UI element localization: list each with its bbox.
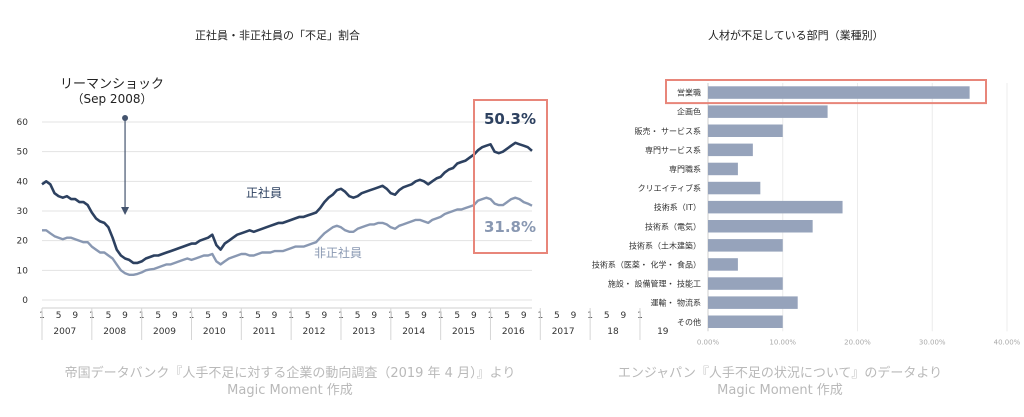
x-tick-label: 5 (405, 311, 411, 321)
y-tick-label: 10 (17, 266, 29, 276)
line-chart: 0102030405060159159159159159159159159159… (17, 77, 669, 340)
category-label: 技術系（土木建築） (629, 240, 701, 250)
annotation-arrowhead (121, 207, 130, 215)
annotation-line2: （Sep 2008） (72, 92, 153, 106)
x-tick-label: 9 (371, 311, 377, 321)
x-tick-label: 9 (272, 311, 278, 321)
category-label: 営業職 (677, 88, 701, 98)
bar-chart-source: エンジャパン『人手不足の状況について』のデータより Magic Moment 作… (560, 365, 1000, 399)
y-tick-label: 30 (17, 207, 29, 217)
bar (708, 315, 783, 328)
category-label: 販売・ サービス系 (634, 126, 701, 136)
year-label: 2016 (502, 327, 525, 337)
bar (708, 105, 828, 118)
y-tick-label: 20 (17, 237, 29, 247)
highlight-box (665, 79, 987, 105)
y-tick-label: 50 (17, 148, 29, 158)
x-tick-label: 9 (521, 311, 527, 321)
x-tick-label: 5 (355, 311, 361, 321)
bar (708, 220, 813, 233)
bar (708, 296, 798, 309)
x-tick-label: 9 (222, 311, 228, 321)
bar (708, 258, 738, 271)
year-label: 2010 (203, 327, 226, 337)
bar-chart-source-line2: Magic Moment 作成 (717, 383, 843, 398)
x-tick-label: 40.00% (994, 338, 1021, 346)
x-tick-label: 5 (554, 311, 560, 321)
category-label: クリエイティブ系 (638, 183, 701, 193)
year-label: 2017 (552, 327, 575, 337)
x-tick-label: 5 (255, 311, 261, 321)
line-chart-title: 正社員・非正社員の「不足」割合 (195, 29, 360, 42)
year-label: 2012 (303, 327, 326, 337)
category-label: 施設・ 設備管理・ 技能工 (608, 279, 701, 289)
x-tick-label: 5 (106, 311, 112, 321)
year-label: 2009 (153, 327, 176, 337)
x-tick-label: 5 (205, 311, 211, 321)
x-tick-label: 5 (454, 311, 460, 321)
x-tick-label: 30.00% (919, 338, 946, 346)
category-label: 技術系（IT） (654, 202, 701, 212)
x-tick-label: 9 (571, 311, 577, 321)
line-chart-source-line2: Magic Moment 作成 (227, 383, 353, 398)
annotation-line1: リーマンショック (60, 77, 164, 92)
category-label: 運輸・ 物流系 (650, 298, 701, 308)
y-tick-label: 60 (17, 118, 29, 128)
x-tick-label: 9 (172, 311, 178, 321)
y-tick-label: 40 (17, 177, 29, 187)
series-line-hiseishain (42, 196, 533, 276)
x-tick-label: 9 (72, 311, 78, 321)
x-tick-label: 9 (322, 311, 328, 321)
bar (708, 200, 843, 214)
x-tick-label: 9 (620, 311, 626, 321)
x-tick-label: 10.00% (769, 338, 796, 346)
x-tick-label: 5 (604, 311, 610, 321)
year-label: 2008 (103, 327, 126, 337)
x-tick-label: 5 (305, 311, 311, 321)
bar (708, 143, 753, 157)
category-label: 企画色 (677, 107, 701, 117)
year-label: 19 (657, 327, 669, 337)
bar (708, 124, 783, 137)
x-tick-label: 9 (421, 311, 427, 321)
bar (708, 181, 761, 195)
series-label-seishain: 正社員 (246, 185, 282, 200)
year-label: 2007 (53, 327, 76, 337)
bar (708, 277, 783, 290)
end-value-hiseishain: 31.8% (484, 218, 536, 236)
y-tick-label: 0 (22, 296, 28, 306)
x-tick-label: 5 (56, 311, 62, 321)
bar (708, 162, 738, 176)
category-label: その他 (677, 317, 701, 327)
x-tick-label: 20.00% (844, 338, 871, 346)
category-label: 専門サービス系 (645, 145, 701, 155)
year-label: 18 (607, 327, 619, 337)
x-tick-label: 5 (504, 311, 510, 321)
category-label: 専門職系 (669, 164, 701, 174)
bar-chart-source-line1: エンジャパン『人手不足の状況について』のデータより (617, 366, 943, 381)
x-tick-label: 9 (122, 311, 128, 321)
year-label: 2011 (253, 327, 276, 337)
year-label: 2013 (352, 327, 375, 337)
category-label: 技術系（医薬・ 化学・ 食品） (592, 259, 701, 269)
year-label: 2014 (402, 327, 425, 337)
series-label-hiseishain: 非正社員 (314, 245, 362, 260)
highlight-box (473, 99, 548, 254)
end-value-seishain: 50.3% (484, 110, 536, 128)
x-tick-label: 0.00% (697, 338, 720, 346)
x-tick-label: 5 (155, 311, 161, 321)
bar-chart-title: 人材が不足している部門（業種別） (708, 29, 884, 42)
bar (708, 239, 783, 252)
year-label: 2015 (452, 327, 475, 337)
category-label: 技術系（電気） (645, 221, 701, 231)
x-tick-label: 9 (471, 311, 477, 321)
line-chart-source-line1: 帝国データバンク『人手不足に対する企業の動向調査（2019 年 4 月）』より (64, 366, 516, 381)
series-line-seishain (41, 141, 533, 265)
bar (708, 86, 970, 99)
line-chart-source: 帝国データバンク『人手不足に対する企業の動向調査（2019 年 4 月）』より … (40, 365, 540, 399)
